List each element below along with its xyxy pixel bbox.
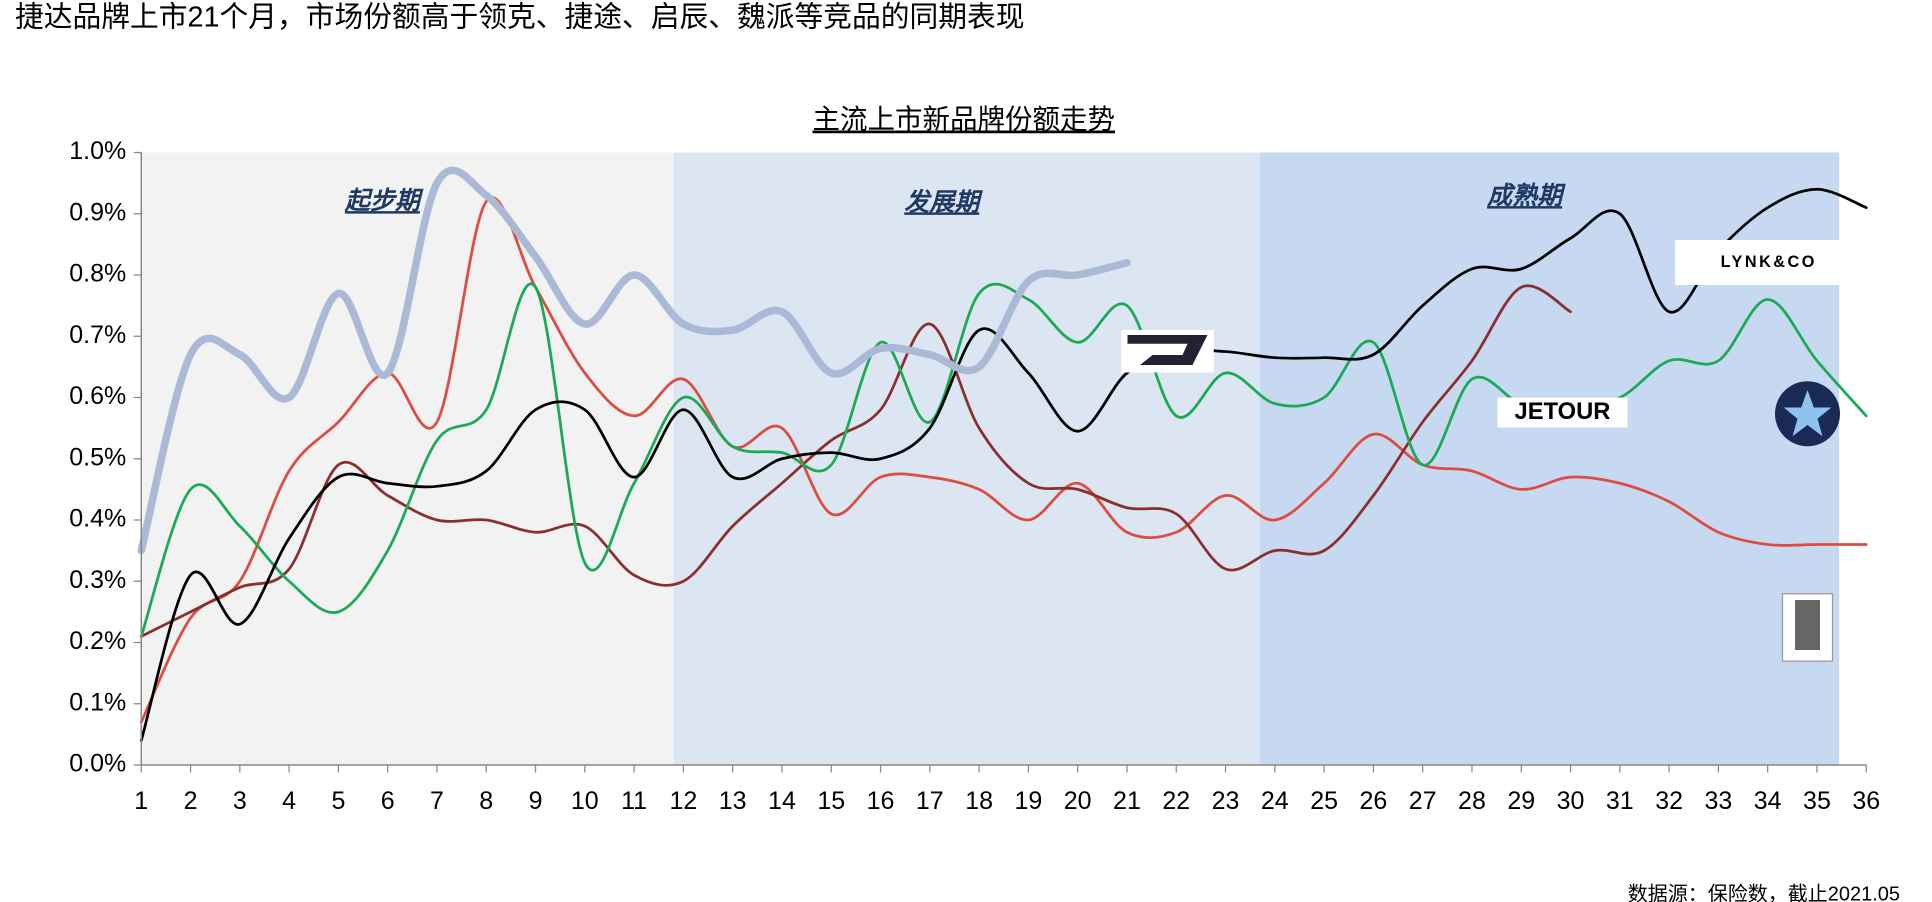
x-tick-label: 34 xyxy=(1754,787,1782,815)
x-tick-label: 19 xyxy=(1014,787,1042,815)
legend-label: LYNK&CO xyxy=(1721,253,1817,271)
y-tick-label: 0.4% xyxy=(69,505,126,533)
y-tick-label: 0.8% xyxy=(69,260,126,288)
lines xyxy=(137,166,1868,742)
x-tick-label: 23 xyxy=(1212,787,1240,815)
y-tick-label: 0.3% xyxy=(69,566,126,594)
legend-label: JETOUR xyxy=(1515,398,1611,425)
region-label: 发展期 xyxy=(904,188,983,216)
x-tick-label: 18 xyxy=(965,787,993,815)
page-title: 捷达品牌上市21个月，市场份额高于领克、捷途、启辰、魏派等竞品的同期表现 xyxy=(15,1,1024,33)
x-tick-label: 12 xyxy=(669,787,697,815)
x-tick-label: 27 xyxy=(1409,787,1437,815)
axes: JETOUR LYNK&CO 0.0% 0.1% 0.2% 0.3% 0.4% 0.5% 0.6… xyxy=(69,137,1880,815)
x-tick-label: 31 xyxy=(1606,787,1634,815)
wey-logo-mark xyxy=(1795,600,1820,650)
y-tick-label: 0.0% xyxy=(69,750,126,778)
x-tick-label: 6 xyxy=(381,787,395,815)
regions: 起步期 发展期 成熟期 xyxy=(141,152,1840,766)
region-label: 成熟期 xyxy=(1486,182,1566,210)
venucia-logo-star xyxy=(1783,390,1832,437)
x-tick-label: 29 xyxy=(1507,787,1535,815)
x-tick-label: 28 xyxy=(1458,787,1486,815)
y-tick-label: 1.0% xyxy=(69,137,126,165)
x-tick-label: 15 xyxy=(817,787,845,815)
x-tick-label: 11 xyxy=(621,787,647,815)
y-tick-label: 0.1% xyxy=(69,688,126,716)
x-tick-label: 10 xyxy=(571,787,599,815)
x-tick-label: 9 xyxy=(529,787,543,815)
y-tick-label: 0.7% xyxy=(69,321,126,349)
x-tick-label: 5 xyxy=(331,787,345,815)
x-tick-label: 32 xyxy=(1655,787,1683,815)
region-label: 起步期 xyxy=(344,187,424,215)
x-tick-label: 33 xyxy=(1704,787,1732,815)
series-line xyxy=(137,166,1131,555)
jetta-logo-mark xyxy=(1127,335,1208,365)
x-tick-label: 1 xyxy=(134,787,148,815)
x-tick-label: 7 xyxy=(430,787,444,815)
y-tick-label: 0.2% xyxy=(69,627,126,655)
x-tick-label: 24 xyxy=(1261,787,1289,815)
x-tick-label: 13 xyxy=(719,787,747,815)
x-tick-label: 26 xyxy=(1359,787,1387,815)
x-tick-label: 36 xyxy=(1852,787,1880,815)
x-tick-label: 4 xyxy=(282,787,296,815)
region xyxy=(141,152,674,766)
series-line xyxy=(139,187,1868,742)
y-tick-label: 0.9% xyxy=(69,198,126,226)
x-tick-label: 16 xyxy=(867,787,895,815)
x-tick-label: 21 xyxy=(1113,787,1141,815)
x-tick-label: 22 xyxy=(1162,787,1190,815)
y-tick-label: 0.6% xyxy=(69,382,126,410)
region xyxy=(673,152,1261,766)
x-tick-label: 8 xyxy=(479,787,493,815)
x-tick-label: 2 xyxy=(184,787,198,815)
legend-box xyxy=(1675,240,1863,285)
series-line xyxy=(139,196,1868,724)
chart-title: 主流上市新品牌份额走势 xyxy=(813,104,1116,135)
logos xyxy=(1121,330,1840,662)
source-note: 数据源：保险数，截止2021.05 xyxy=(1628,882,1900,902)
x-tick-label: 3 xyxy=(233,787,247,815)
legend-box xyxy=(1497,397,1628,428)
x-tick-label: 35 xyxy=(1803,787,1831,815)
x-tick-label: 30 xyxy=(1557,787,1585,815)
x-tick-label: 25 xyxy=(1310,787,1338,815)
y-tick-label: 0.5% xyxy=(69,443,126,471)
x-tick-label: 20 xyxy=(1064,787,1092,815)
x-tick-label: 14 xyxy=(768,787,796,815)
x-tick-label: 17 xyxy=(916,787,944,815)
series-line xyxy=(139,284,1572,638)
